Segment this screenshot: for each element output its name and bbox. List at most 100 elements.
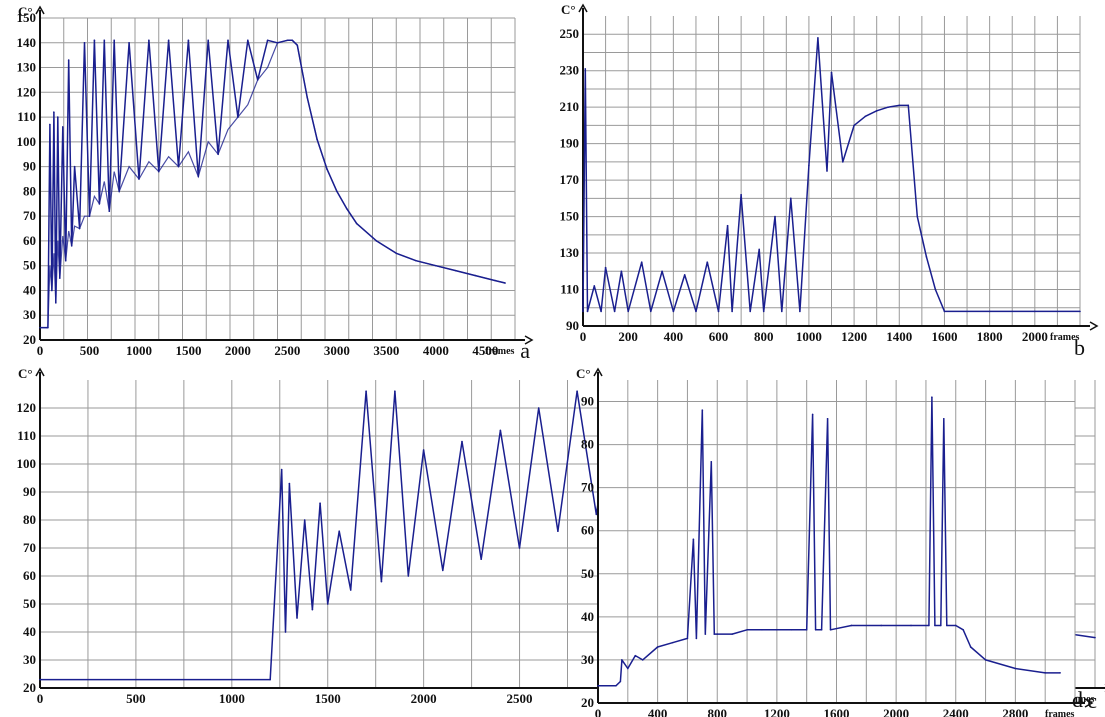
data-point: [355, 222, 358, 225]
y-tick-label: 30: [23, 652, 36, 667]
data-point: [70, 245, 73, 247]
x-axis-unit-label: frames: [1045, 709, 1075, 717]
data-point: [928, 624, 930, 627]
data-point: [284, 631, 287, 633]
y-tick-label: 70: [581, 480, 594, 495]
data-point: [582, 310, 584, 313]
data-point: [864, 115, 867, 118]
data-point: [422, 449, 425, 451]
data-point: [761, 628, 763, 631]
y-tick-label: 50: [23, 596, 36, 611]
data-point: [808, 164, 810, 167]
data-point: [197, 175, 200, 178]
y-axis-label: C°: [561, 2, 576, 17]
data-point: [790, 628, 793, 631]
x-tick-label: 500: [80, 343, 100, 358]
y-axis-arrow: [35, 367, 45, 377]
data-point: [375, 240, 378, 242]
x-tick-label: 1600: [931, 329, 957, 344]
data-point: [435, 264, 437, 267]
data-point: [595, 513, 598, 516]
data-point: [814, 628, 817, 631]
data-point: [984, 659, 987, 661]
x-tick-label: 2000: [411, 691, 437, 706]
data-point: [916, 215, 919, 218]
data-point: [316, 138, 318, 141]
data-point: [73, 165, 76, 168]
x-axis-arrow: [524, 335, 534, 345]
data-point: [187, 39, 190, 42]
y-tick-label: 90: [566, 318, 579, 333]
x-axis-unit-label: frames: [1050, 332, 1080, 343]
y-tick-label: 30: [23, 307, 36, 322]
data-point: [790, 197, 792, 200]
data-point: [774, 215, 776, 218]
data-point: [407, 575, 410, 577]
data-point: [634, 654, 637, 657]
data-point: [1044, 672, 1046, 674]
data-point: [217, 153, 219, 156]
x-tick-label: 1200: [841, 329, 867, 344]
data-point: [442, 569, 444, 572]
data-point: [256, 79, 259, 81]
y-tick-label: 100: [17, 456, 37, 471]
data-point: [875, 110, 878, 112]
data-point: [349, 589, 352, 591]
data-point: [247, 39, 249, 42]
x-tick-label: 1000: [796, 329, 822, 344]
x-tick-label: 1500: [175, 343, 201, 358]
data-point: [934, 288, 937, 291]
data-point: [113, 39, 116, 42]
data-point: [157, 170, 160, 173]
data-point: [649, 310, 652, 313]
data-point: [58, 277, 61, 279]
y-tick-label: 90: [23, 484, 36, 499]
data-point: [128, 41, 130, 44]
y-tick-label: 120: [17, 84, 37, 99]
data-point: [237, 116, 239, 118]
x-tick-label: 1200: [764, 706, 790, 717]
data-point: [925, 255, 928, 258]
data-point: [686, 637, 689, 640]
y-tick-label: 30: [581, 652, 594, 667]
y-tick-label: 100: [17, 134, 37, 149]
data-point: [557, 530, 559, 532]
data-point: [51, 289, 53, 292]
data-point: [1079, 310, 1081, 313]
y-tick-label: 40: [581, 609, 594, 624]
x-axis-arrow: [1084, 698, 1094, 708]
data-point: [586, 310, 589, 313]
data-point: [1059, 672, 1061, 674]
data-point: [576, 390, 578, 393]
data-point: [494, 279, 497, 282]
data-point: [461, 440, 463, 443]
x-tick-label: 1500: [315, 691, 341, 706]
y-tick-label: 70: [23, 208, 36, 223]
data-point: [898, 104, 901, 107]
data-point: [880, 624, 883, 627]
data-point: [39, 326, 41, 329]
data-point: [988, 310, 991, 313]
y-tick-label: 60: [23, 568, 36, 583]
data-point: [817, 37, 819, 39]
data-point: [641, 659, 644, 661]
y-tick-label: 70: [23, 540, 36, 555]
x-tick-label: 0: [37, 343, 44, 358]
data-point: [480, 558, 482, 560]
data-point: [49, 123, 51, 126]
y-tick-label: 110: [17, 109, 36, 124]
data-point: [345, 207, 348, 210]
data-point: [55, 302, 57, 304]
grid: [582, 16, 1081, 327]
y-tick-label: 50: [23, 258, 36, 273]
data-point: [907, 104, 910, 107]
x-tick-label: 800: [754, 329, 774, 344]
data-point: [584, 68, 587, 70]
data-point: [776, 628, 778, 631]
data-point: [78, 227, 81, 230]
data-point: [167, 39, 170, 42]
data-point: [83, 41, 86, 44]
y-tick-label: 90: [581, 394, 594, 409]
data-point: [704, 633, 707, 635]
data-point: [706, 261, 709, 263]
